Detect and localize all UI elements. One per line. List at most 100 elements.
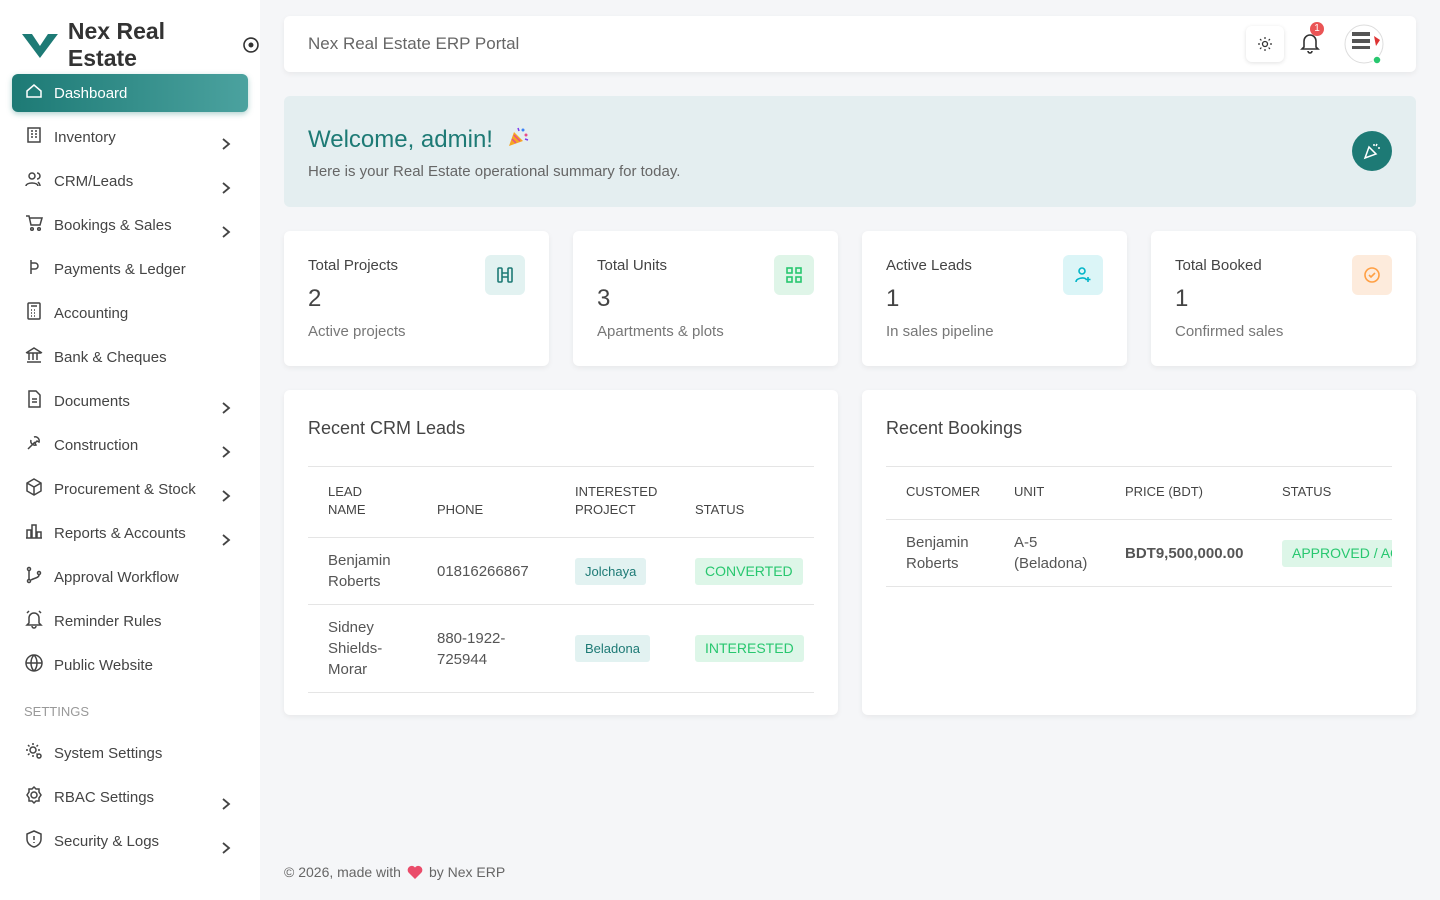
theme-toggle[interactable] [1246, 26, 1284, 62]
header-row: CUSTOMER UNIT PRICE (BDT) STATUS [886, 466, 1392, 520]
celebrate-icon [1363, 143, 1380, 160]
sun-icon [1258, 37, 1272, 51]
nav-item[interactable]: Documents [12, 382, 248, 420]
heart-icon [407, 865, 423, 879]
stat-caption: Confirmed sales [1175, 323, 1284, 340]
table-wrap: LEAD NAME PHONE INTERESTED PROJECT STATUS Be… [308, 466, 814, 693]
nav-item[interactable]: Inventory [12, 118, 248, 156]
table-row: Benjamin Roberts A-5 (Beladona) BDT9,500,0… [886, 519, 1392, 587]
data-table: CUSTOMER UNIT PRICE (BDT) STATUS Benjamin Ro… [886, 466, 1392, 587]
nav-item[interactable]: Reports & Accounts [12, 514, 248, 552]
column-header: STATUS [1262, 466, 1392, 520]
celebrate-button[interactable] [1352, 131, 1392, 171]
nav-label: Security & Logs [54, 832, 160, 850]
column-header: UNIT [994, 466, 1105, 520]
card-title: Recent CRM Leads [308, 418, 466, 438]
stat-value: 1 [886, 285, 900, 312]
table-body: Benjamin Roberts A-5 (Beladona) BDT9,500,0… [886, 519, 1392, 587]
nav-icon [24, 125, 54, 149]
stat-label: Total Units [597, 257, 668, 274]
stat-value: 3 [597, 285, 611, 312]
nav-item[interactable]: Approval Workflow [12, 558, 248, 596]
stat-caption: Active projects [308, 323, 406, 340]
nav-icon [24, 785, 54, 809]
card-title: Recent Bookings [886, 418, 1023, 438]
avatar[interactable] [1344, 24, 1384, 65]
nav-label: Bank & Cheques [54, 348, 167, 366]
nav-item[interactable]: Reminder Rules [12, 602, 248, 640]
nav-icon [24, 521, 54, 545]
table-head: CUSTOMER UNIT PRICE (BDT) STATUS [886, 466, 1392, 520]
nav-item[interactable]: Security & Logs [12, 822, 248, 860]
table-row: Sidney Shields-Morar 880-1922-725944 Belad… [308, 604, 814, 693]
brand[interactable]: Nex Real Estate [22, 18, 260, 72]
nav-item[interactable]: CRM/Leads [12, 162, 248, 200]
nav-item[interactable]: Dashboard [12, 74, 248, 112]
nav-icon [24, 829, 54, 853]
status-badge: INTERESTED [695, 635, 804, 662]
nav-icon [24, 81, 54, 105]
table-cell: CONVERTED [675, 537, 814, 605]
footer-credit: by Nex ERP [428, 864, 506, 880]
stat-label: Active Leads [886, 257, 972, 274]
nav-label: System Settings [54, 744, 163, 762]
nav-item[interactable]: System Settings [12, 734, 248, 772]
nav-icon [24, 345, 54, 369]
nav-icon [24, 565, 54, 589]
party-icon [508, 127, 528, 146]
table-card: Recent Bookings CUSTOMER UNIT PRICE (BDT) ST… [862, 390, 1416, 715]
data-table: LEAD NAME PHONE INTERESTED PROJECT STATUS Be… [308, 466, 814, 693]
column-header: INTERESTED PROJECT [555, 466, 675, 538]
stat-card: Active Leads 1 In sales pipeline [862, 231, 1127, 366]
nav-item[interactable]: Procurement & Stock [12, 470, 248, 508]
top-bar: Nex Real Estate ERP Portal 1 [284, 16, 1416, 72]
nav-label: Construction [54, 436, 139, 454]
cell-text: Benjamin Roberts [328, 552, 391, 590]
notifications[interactable]: 1 [1300, 22, 1324, 59]
nav-icon [24, 389, 54, 413]
nav-label: Documents [54, 392, 130, 410]
stat-label: Total Projects [308, 257, 399, 274]
column-header: PHONE [417, 466, 555, 538]
nav-label: Inventory [54, 128, 116, 146]
nav-icon [24, 609, 54, 633]
stat-value: 2 [308, 285, 322, 312]
cell-text: A-5 (Beladona) [1014, 534, 1088, 572]
nav-item[interactable]: RBAC Settings [12, 778, 248, 816]
nav-item[interactable]: Payments & Ledger [12, 250, 248, 288]
cell-text: 880-1922-725944 [437, 629, 506, 668]
welcome-banner: Welcome, admin! Here is your Real Estate… [284, 96, 1416, 207]
table-cell: INTERESTED [675, 604, 814, 693]
table-cell: 01816266867 [417, 537, 555, 605]
nav-icon [24, 653, 54, 677]
header-row: LEAD NAME PHONE INTERESTED PROJECT STATUS [308, 466, 814, 538]
nav-label: RBAC Settings [54, 788, 155, 806]
brand-name: Nex Real Estate [67, 18, 166, 71]
column-header: STATUS [675, 466, 814, 538]
nav-icon [24, 301, 54, 325]
nav-icon [24, 477, 54, 501]
nav-item[interactable]: Bookings & Sales [12, 206, 248, 244]
nav-icon [24, 213, 54, 237]
pin-toggle[interactable] [242, 36, 260, 54]
nav-item[interactable]: Bank & Cheques [12, 338, 248, 376]
bell-icon [1300, 34, 1320, 54]
nav-label: Dashboard [54, 84, 128, 102]
price: BDT9,500,000.00 [1125, 544, 1244, 562]
project-badge: Beladona [575, 635, 650, 662]
notification-count: 1 [1310, 22, 1324, 36]
table-body: Benjamin Roberts 01816266867 Jolchaya CONVE… [308, 537, 814, 693]
section-heading: SETTINGS [24, 704, 90, 719]
column-header: CUSTOMER [886, 466, 994, 520]
table-cell: Jolchaya [555, 537, 675, 605]
nav-item[interactable]: Public Website [12, 646, 248, 684]
table-head: LEAD NAME PHONE INTERESTED PROJECT STATUS [308, 466, 814, 538]
cell-text: Sidney Shields-Morar [328, 619, 383, 678]
nav-item[interactable]: Accounting [12, 294, 248, 332]
nav-label: Reminder Rules [54, 612, 162, 630]
nav-item[interactable]: Construction [12, 426, 248, 464]
column-header: LEAD NAME [308, 466, 417, 538]
stat-icon [485, 255, 525, 295]
nav-label: Approval Workflow [54, 568, 179, 586]
